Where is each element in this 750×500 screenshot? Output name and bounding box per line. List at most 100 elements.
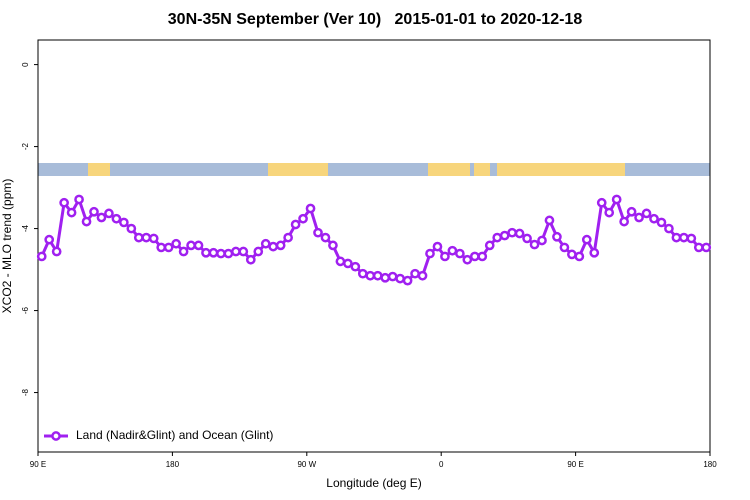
data-point: [664, 223, 674, 234]
data-point: [141, 232, 152, 243]
data-point: [686, 233, 697, 244]
data-point: [335, 256, 346, 267]
x-tick-label: 90 W: [297, 460, 316, 469]
data-point: [596, 197, 607, 208]
data-point: [216, 248, 226, 259]
data-point: [671, 232, 682, 243]
data-point: [395, 273, 405, 284]
x-tick-label: 0: [439, 460, 444, 469]
data-point: [387, 271, 398, 282]
data-point: [701, 242, 712, 253]
data-point: [447, 245, 458, 256]
x-tick-label: 90 E: [567, 460, 583, 469]
y-tick-label: -8: [21, 388, 30, 396]
y-tick-label: -2: [21, 142, 30, 150]
data-point: [365, 270, 376, 281]
data-point: [283, 232, 293, 243]
data-point: [350, 261, 361, 272]
data-point: [432, 241, 443, 252]
data-point: [679, 232, 689, 243]
data-point: [186, 240, 196, 251]
y-tick-label: -4: [21, 224, 30, 232]
data-point: [96, 212, 107, 223]
data-point: [477, 251, 488, 262]
x-axis-label: Longitude (deg E): [326, 476, 421, 490]
data-point: [178, 246, 189, 257]
land-ocean-strip: [38, 163, 710, 176]
data-point: [462, 254, 473, 265]
data-point: [148, 233, 159, 244]
data-point: [245, 254, 256, 265]
chart-title: 30N-35N September (Ver 10) 2015-01-01 to…: [168, 11, 583, 28]
data-point: [529, 239, 540, 250]
data-point: [514, 228, 525, 239]
data-point: [559, 242, 570, 253]
data-point: [290, 219, 301, 230]
data-point: [455, 248, 465, 259]
data-point: [231, 246, 241, 257]
data-point: [604, 207, 615, 218]
data-point: [328, 240, 338, 251]
data-point: [402, 275, 413, 286]
x-tick-label: 180: [703, 460, 717, 469]
data-point: [223, 248, 234, 259]
data-point: [268, 241, 279, 252]
data-point: [111, 213, 122, 224]
data-point: [440, 251, 450, 262]
data-point: [313, 227, 323, 238]
data-point: [320, 232, 331, 243]
data-point: [544, 215, 555, 226]
data-point: [417, 270, 428, 281]
data-point: [201, 247, 211, 258]
data-point: [656, 217, 667, 228]
data-point: [74, 194, 84, 205]
y-tick-label: -6: [21, 306, 30, 314]
data-point: [649, 213, 659, 224]
data-point: [507, 227, 517, 238]
data-point: [425, 248, 435, 259]
data-point: [410, 268, 420, 279]
y-tick-label: 0: [21, 62, 30, 67]
data-point: [492, 232, 503, 243]
legend-label: Land (Nadir&Glint) and Ocean (Glint): [76, 428, 273, 442]
data-point: [357, 268, 368, 279]
data-point: [238, 246, 249, 257]
data-point: [611, 194, 622, 205]
data-point: [133, 232, 144, 243]
data-point: [298, 213, 308, 224]
data-point: [469, 251, 480, 262]
legend-marker: [51, 431, 61, 441]
data-point: [574, 251, 585, 262]
data-point: [163, 242, 174, 253]
data-point: [36, 251, 47, 262]
plot-frame: [37, 39, 711, 453]
data-point: [552, 231, 562, 242]
data-point: [66, 207, 77, 218]
data-point: [305, 203, 316, 214]
data-point: [171, 238, 181, 249]
data-point: [641, 208, 652, 219]
data-point: [567, 249, 577, 260]
data-point: [372, 270, 383, 281]
data-point: [634, 212, 644, 223]
data-point: [380, 272, 391, 283]
data-point: [275, 240, 286, 251]
data-point: [484, 240, 495, 251]
y-axis-label: XCO2 - MLO trend (ppm): [0, 179, 14, 314]
data-point: [619, 216, 629, 227]
data-point: [193, 240, 204, 251]
data-point: [581, 234, 592, 245]
data-point: [499, 230, 510, 241]
data-point: [126, 223, 137, 234]
data-point: [589, 247, 600, 258]
data-point: [537, 235, 547, 246]
data-point: [104, 208, 114, 219]
data-point: [260, 238, 271, 249]
data-point: [343, 258, 353, 269]
data-point: [59, 197, 69, 208]
data-point: [253, 246, 264, 257]
data-point: [81, 216, 92, 227]
data-point: [51, 246, 62, 257]
data-point: [156, 242, 167, 253]
